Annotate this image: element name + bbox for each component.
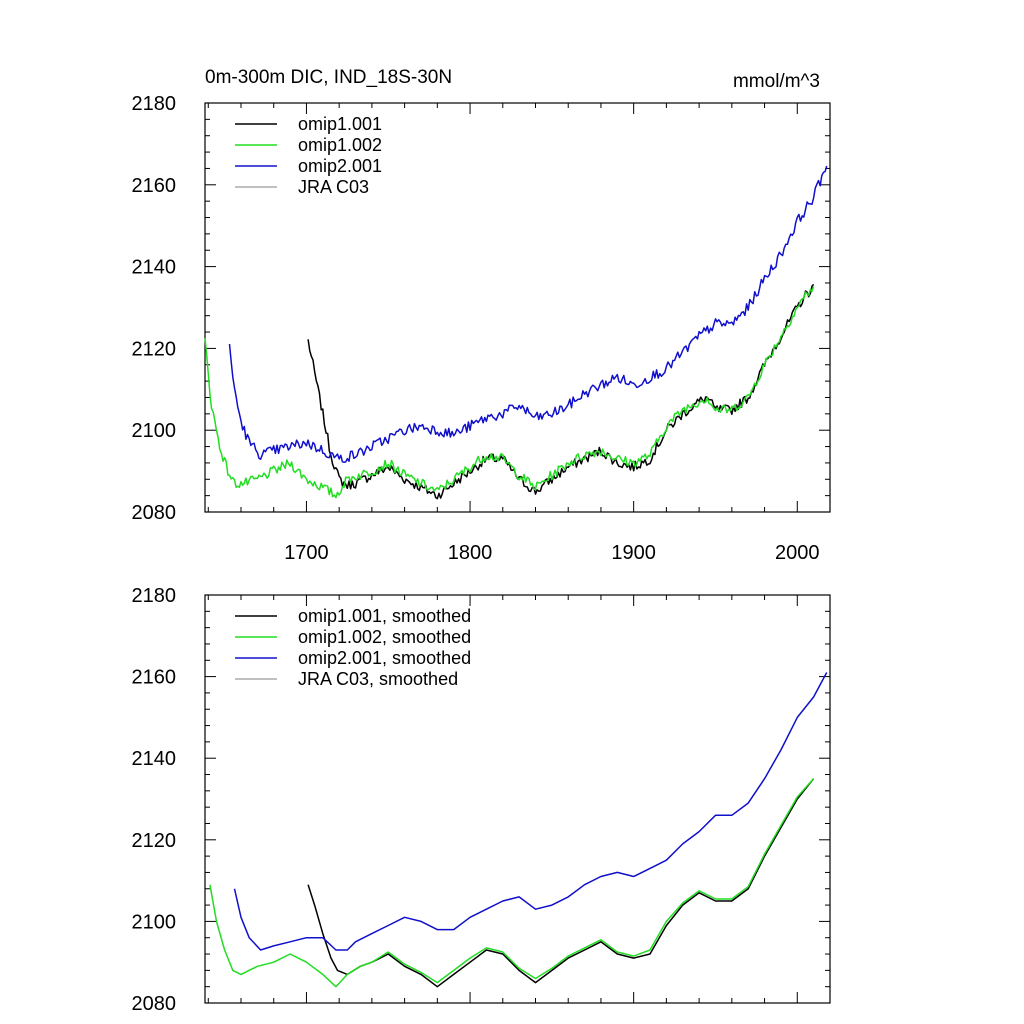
y-tick-label: 2080 (132, 502, 177, 524)
legend-label: omip1.001 (298, 114, 382, 134)
x-tick-label: 1700 (284, 542, 329, 564)
series-line (233, 672, 828, 951)
legend-label: omip1.002, smoothed (298, 627, 471, 647)
y-tick-label: 2160 (132, 667, 177, 689)
y-tick-label: 2100 (132, 420, 177, 442)
series-line (209, 778, 815, 988)
legend-label: omip1.001, smoothed (298, 606, 471, 626)
series-line (204, 286, 815, 499)
series-line (307, 283, 815, 500)
y-tick-label: 2100 (132, 911, 177, 933)
y-tick-label: 2080 (132, 993, 177, 1015)
legend-label: omip2.001 (298, 156, 382, 176)
top-panel: 2080 2100 2120 2140 2160 2180 1700 1800 1900 2000… (132, 93, 831, 564)
y-tick-label: 2180 (132, 585, 177, 607)
y-tick-label: 2180 (132, 93, 177, 115)
legend-label: omip1.002 (298, 135, 382, 155)
plot-frame (204, 594, 831, 1004)
bottom-panel: 2080 2100 2120 2140 2160 2180 omip1.001, smoot… (132, 585, 831, 1015)
y-tick-label: 2140 (132, 257, 177, 279)
x-tick-label: 1900 (611, 542, 656, 564)
units-label: mmol/m^3 (733, 71, 820, 92)
x-tick-label: 2000 (775, 542, 820, 564)
series-line (228, 165, 828, 464)
y-tick-label: 2140 (132, 748, 177, 770)
x-tick-label: 1800 (448, 542, 493, 564)
legend-label: JRA C03 (298, 177, 369, 197)
legend-label: omip2.001, smoothed (298, 648, 471, 668)
figure-title: 0m-300m DIC, IND_18S-30N (205, 67, 452, 88)
y-tick-label: 2120 (132, 830, 177, 852)
plot-frame (204, 102, 831, 513)
y-tick-label: 2160 (132, 175, 177, 197)
y-tick-label: 2120 (132, 338, 177, 360)
legend-label: JRA C03, smoothed (298, 669, 458, 689)
